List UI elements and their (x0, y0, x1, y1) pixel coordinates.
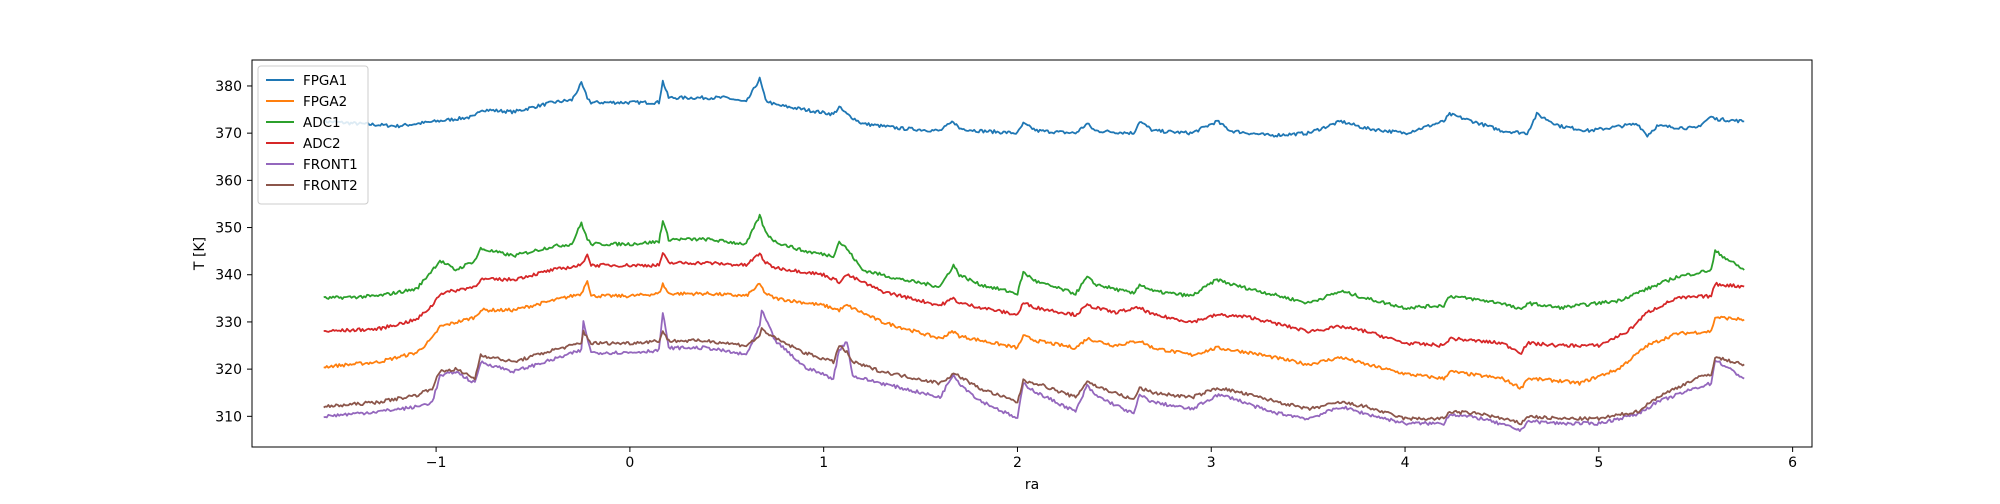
y-tick-label: 340 (215, 268, 242, 284)
x-axis-label: ra (1025, 477, 1039, 493)
plot-frame (251, 59, 1813, 448)
x-axis: −1 0 1 2 3 4 5 6 (426, 447, 1797, 471)
legend-label-front2: FRONT2 (303, 178, 358, 194)
y-tick-label: 320 (215, 362, 242, 378)
series-line-fpga1 (322, 76, 1745, 138)
x-tick-label: 6 (1788, 455, 1797, 471)
y-tick-label: 370 (215, 126, 242, 142)
x-tick-label: 3 (1207, 455, 1216, 471)
y-axis: 310 320 330 340 350 360 370 380 (215, 79, 252, 425)
series-line-adc2 (323, 252, 1745, 355)
legend-label-front1: FRONT1 (303, 157, 358, 173)
series-line-front1 (323, 309, 1745, 433)
series-line-fpga2 (323, 280, 1745, 390)
y-tick-label: 360 (215, 173, 242, 189)
y-tick-label: 350 (215, 221, 242, 237)
legend-label-adc1: ADC1 (303, 115, 341, 131)
x-tick-label: 0 (625, 455, 634, 471)
series-line-front2 (323, 327, 1745, 426)
x-tick-label: 2 (1013, 455, 1022, 471)
x-tick-label: 5 (1594, 455, 1603, 471)
series-line-adc1 (323, 213, 1745, 311)
x-tick-label: −1 (426, 455, 447, 471)
series-layer (322, 76, 1745, 433)
y-tick-label: 310 (215, 409, 242, 425)
legend-label-fpga1: FPGA1 (303, 73, 347, 89)
x-tick-label: 4 (1401, 455, 1410, 471)
legend-label-fpga2: FPGA2 (303, 94, 347, 110)
y-axis-label: T [K] (192, 237, 208, 271)
x-tick-label: 1 (819, 455, 828, 471)
legend-label-adc2: ADC2 (303, 136, 341, 152)
y-tick-label: 380 (215, 79, 242, 95)
y-tick-label: 330 (215, 315, 242, 331)
legend: FPGA1 FPGA2 ADC1 ADC2 FRONT1 FRONT2 (257, 65, 369, 205)
